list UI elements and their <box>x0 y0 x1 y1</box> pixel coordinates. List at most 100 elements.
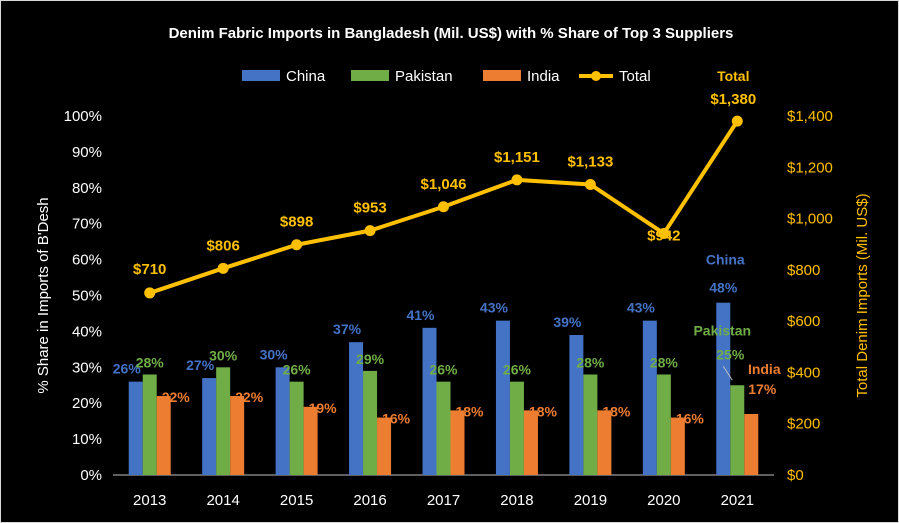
bar-pakistan <box>656 374 671 475</box>
legend-swatch-china <box>242 70 280 81</box>
left-tick-label: 100% <box>64 108 102 125</box>
left-tick-label: 90% <box>72 144 102 161</box>
x-tick-label: 2014 <box>206 492 239 509</box>
data-label-total: $898 <box>280 214 313 231</box>
x-tick-label: 2021 <box>721 492 754 509</box>
left-y-axis: 0% 10% 20% 30% 40% 50% 60% 70% 80% 90% 100% <box>64 108 102 484</box>
bar-pakistan <box>142 374 157 475</box>
data-label-total: $1,046 <box>421 176 467 193</box>
bar-india <box>597 410 612 475</box>
pakistan-leader-line <box>722 365 733 381</box>
left-axis-title: % Share in Imports of B'Desh <box>35 197 52 393</box>
left-tick-label: 40% <box>72 323 102 340</box>
bar-india <box>156 396 171 475</box>
bar-india <box>744 413 759 475</box>
left-tick-label: 0% <box>80 467 102 484</box>
data-label-china: 27% <box>186 357 215 373</box>
left-tick-label: 20% <box>72 395 102 412</box>
x-tick-label: 2016 <box>353 492 386 509</box>
bar-india <box>450 410 465 475</box>
data-label-india: 18% <box>455 403 484 419</box>
x-tick-label: 2017 <box>427 492 460 509</box>
legend-marker-total <box>591 71 601 81</box>
legend-label-china: China <box>286 68 326 85</box>
data-label-india: 16% <box>382 411 411 427</box>
left-tick-label: 50% <box>72 288 102 305</box>
x-tick-label: 2013 <box>133 492 166 509</box>
bar-china <box>569 334 584 475</box>
right-tick-label: $0 <box>787 467 804 484</box>
bar-india <box>303 406 318 475</box>
bar-china <box>716 302 731 475</box>
data-label-pakistan: 26% <box>503 362 532 378</box>
legend-label-india: India <box>527 68 560 85</box>
x-tick-label: 2020 <box>647 492 680 509</box>
total-point <box>217 262 229 274</box>
data-labels: 26% 27%30%37%41% 43%39%43%48%28% 30%26%29%2… <box>113 91 777 426</box>
right-tick-label: $600 <box>787 313 820 330</box>
data-label-pakistan: 28% <box>576 354 605 370</box>
data-label-pakistan: 26% <box>283 362 312 378</box>
data-label-pakistan: 28% <box>650 354 679 370</box>
bar-pakistan <box>363 370 378 475</box>
data-label-china: 41% <box>406 307 435 323</box>
legend: China Pakistan India Total <box>242 68 651 85</box>
right-axis-title: Total Denim Imports (Mil. US$) <box>854 193 871 397</box>
data-label-pakistan: 28% <box>136 354 165 370</box>
left-tick-label: 80% <box>72 180 102 197</box>
bar-india <box>670 417 685 475</box>
total-line-series <box>144 115 743 299</box>
left-tick-label: 10% <box>72 431 102 448</box>
legend-swatch-india <box>483 70 521 81</box>
right-tick-label: $400 <box>787 364 820 381</box>
left-tick-label: 70% <box>72 216 102 233</box>
annotation-total: Total <box>717 68 749 84</box>
total-point <box>511 174 523 186</box>
bar-pakistan <box>289 381 304 475</box>
data-label-india: 18% <box>602 403 631 419</box>
data-label-total: $953 <box>353 200 386 217</box>
data-label-pakistan: 30% <box>209 347 238 363</box>
total-point <box>364 225 376 237</box>
data-label-india: 18% <box>529 403 558 419</box>
data-label-total: $1,151 <box>494 149 540 166</box>
left-tick-label: 30% <box>72 359 102 376</box>
bar-china <box>202 378 217 475</box>
annotation-india: India <box>748 361 781 377</box>
annotation-china: China <box>706 252 745 268</box>
data-label-total: $1,133 <box>567 153 613 170</box>
data-label-total: $806 <box>206 237 239 254</box>
data-label-india: 16% <box>676 411 705 427</box>
x-tick-label: 2019 <box>574 492 607 509</box>
total-point <box>731 115 743 127</box>
bar-china <box>422 327 437 475</box>
data-label-china: 39% <box>553 314 582 330</box>
bar-china <box>349 342 364 475</box>
right-tick-label: $800 <box>787 262 820 279</box>
data-label-china: 30% <box>260 346 289 362</box>
bar-pakistan <box>583 374 598 475</box>
right-tick-label: $200 <box>787 416 820 433</box>
total-point <box>291 239 303 251</box>
x-tick-label: 2015 <box>280 492 313 509</box>
data-label-pakistan: 26% <box>429 362 458 378</box>
left-tick-label: 60% <box>72 252 102 269</box>
data-label-china: 43% <box>480 300 509 316</box>
bar-china <box>495 320 510 475</box>
series-annotations: China Pakistan India Total <box>693 68 781 381</box>
x-tick-label: 2018 <box>500 492 533 509</box>
bar-china <box>642 320 657 475</box>
right-y-axis: $0 $200 $400 $600 $800 $1,000 $1,200 $1,400 <box>787 108 833 484</box>
data-label-pakistan: 25% <box>716 346 745 362</box>
bar-china <box>128 381 143 475</box>
data-label-china: 37% <box>333 321 362 337</box>
legend-label-pakistan: Pakistan <box>395 68 453 85</box>
right-tick-label: $1,400 <box>787 108 833 125</box>
legend-swatch-pakistan <box>351 70 389 81</box>
total-point <box>144 287 156 299</box>
bar-series <box>128 302 759 475</box>
data-label-india: 17% <box>748 381 777 397</box>
bar-india <box>230 396 245 475</box>
